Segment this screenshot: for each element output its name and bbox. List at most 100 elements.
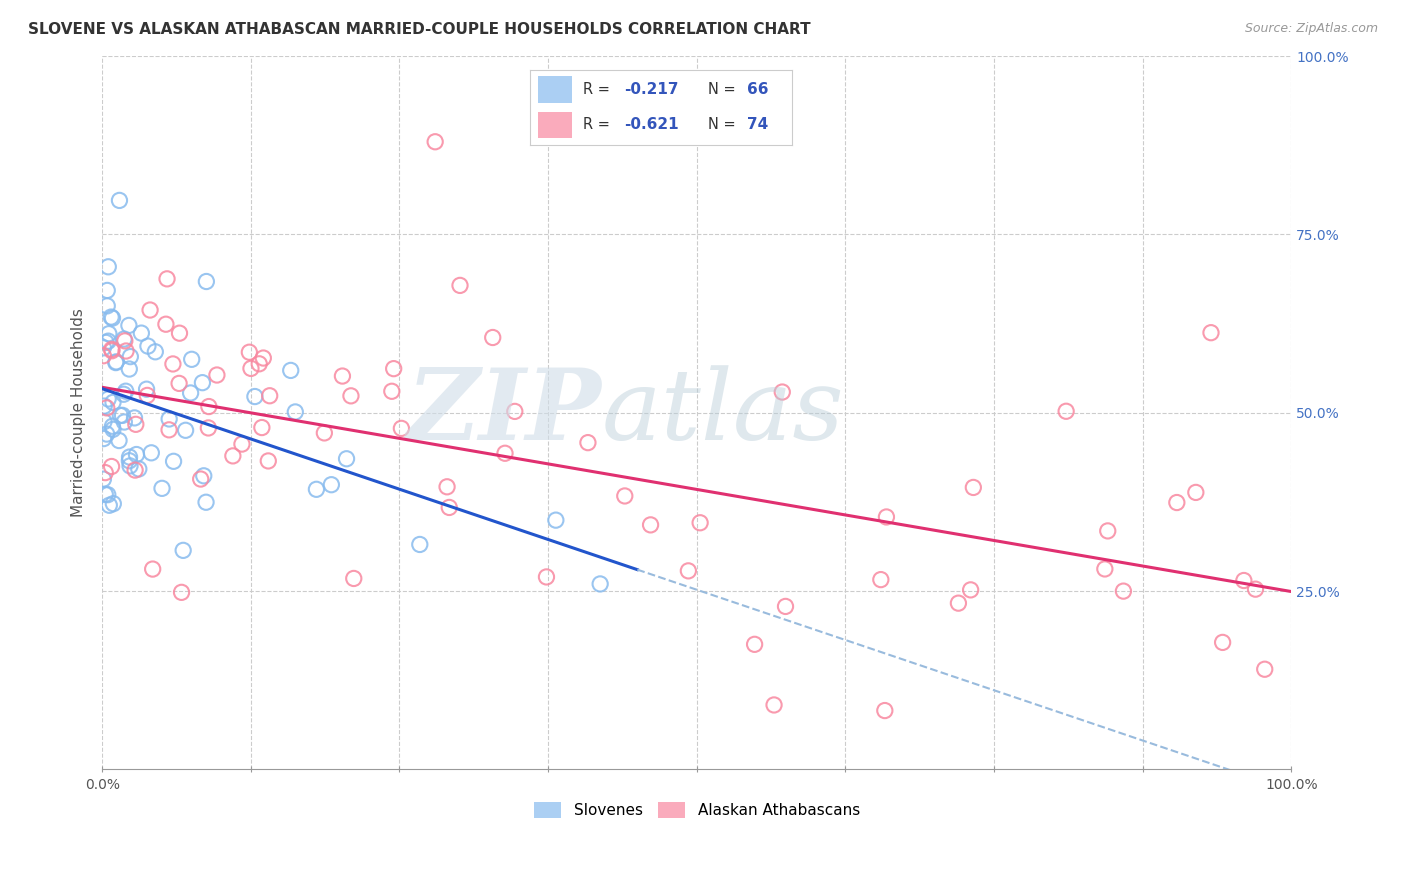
Point [1097, 524, 1119, 538]
Point [124, 410, 146, 425]
Point [180, 352, 202, 367]
Point [436, 480, 458, 494]
Point [114, 384, 136, 399]
Point [98, 498, 121, 512]
Point [589, 577, 612, 591]
Point [197, 421, 219, 435]
Point [103, 497, 125, 511]
Point [198, 400, 221, 414]
Point [101, 422, 124, 436]
Point [259, 389, 281, 403]
Point [381, 384, 404, 399]
Point [239, 361, 262, 376]
Point [143, 344, 166, 359]
Point [1244, 582, 1267, 596]
Text: atlas: atlas [602, 365, 845, 460]
Point [449, 278, 471, 293]
Point [1112, 584, 1135, 599]
Point [142, 562, 165, 576]
Point [250, 420, 273, 434]
Point [321, 477, 343, 491]
Point [100, 459, 122, 474]
Point [948, 596, 970, 610]
Point [439, 500, 461, 515]
Point [100, 310, 122, 324]
Point [425, 135, 447, 149]
Point [125, 417, 148, 432]
Point [150, 481, 173, 495]
Point [875, 510, 897, 524]
Point [94, 487, 117, 501]
Point [96, 401, 118, 415]
Text: Source: ZipAtlas.com: Source: ZipAtlas.com [1244, 22, 1378, 36]
Y-axis label: Married-couple Households: Married-couple Households [72, 309, 86, 517]
Point [763, 698, 786, 712]
Point [118, 318, 141, 333]
Point [962, 480, 984, 494]
Point [111, 409, 134, 423]
Point [156, 272, 179, 286]
Point [640, 517, 662, 532]
Point [169, 326, 191, 341]
Point [100, 343, 122, 357]
Point [494, 446, 516, 460]
Point [93, 399, 115, 413]
Point [93, 432, 115, 446]
Point [141, 446, 163, 460]
Point [101, 311, 124, 326]
Point [97, 334, 120, 348]
Point [115, 344, 138, 359]
Point [128, 462, 150, 476]
Point [135, 382, 157, 396]
Point [191, 376, 214, 390]
Text: SLOVENE VS ALASKAN ATHABASCAN MARRIED-COUPLE HOUSEHOLDS CORRELATION CHART: SLOVENE VS ALASKAN ATHABASCAN MARRIED-CO… [28, 22, 811, 37]
Point [101, 419, 124, 434]
Point [118, 458, 141, 473]
Point [94, 335, 117, 350]
Point [93, 415, 115, 429]
Point [744, 637, 766, 651]
Point [873, 704, 896, 718]
Point [157, 423, 180, 437]
Point [409, 537, 432, 551]
Point [125, 448, 148, 462]
Point [1166, 495, 1188, 509]
Point [172, 543, 194, 558]
Point [104, 356, 127, 370]
Point [93, 341, 115, 355]
Point [155, 317, 177, 331]
Point [231, 437, 253, 451]
Point [1185, 485, 1208, 500]
Point [1199, 326, 1222, 340]
Point [252, 351, 274, 365]
Point [124, 463, 146, 477]
Point [180, 386, 202, 401]
Point [775, 599, 797, 614]
Point [343, 571, 366, 585]
Point [195, 275, 218, 289]
Point [305, 483, 328, 497]
Point [93, 472, 115, 486]
Point [108, 434, 131, 448]
Point [120, 350, 142, 364]
Point [382, 361, 405, 376]
Point [544, 513, 567, 527]
Point [678, 564, 700, 578]
Point [97, 326, 120, 341]
Point [112, 387, 135, 401]
Point [314, 425, 336, 440]
Point [1254, 662, 1277, 676]
Point [108, 194, 131, 208]
Point [959, 582, 981, 597]
Point [167, 376, 190, 391]
Point [243, 390, 266, 404]
Point [118, 450, 141, 464]
Point [96, 427, 118, 442]
Point [162, 357, 184, 371]
Point [1094, 562, 1116, 576]
Point [105, 355, 128, 369]
Point [257, 454, 280, 468]
Text: ZIP: ZIP [406, 365, 602, 461]
Point [689, 516, 711, 530]
Point [613, 489, 636, 503]
